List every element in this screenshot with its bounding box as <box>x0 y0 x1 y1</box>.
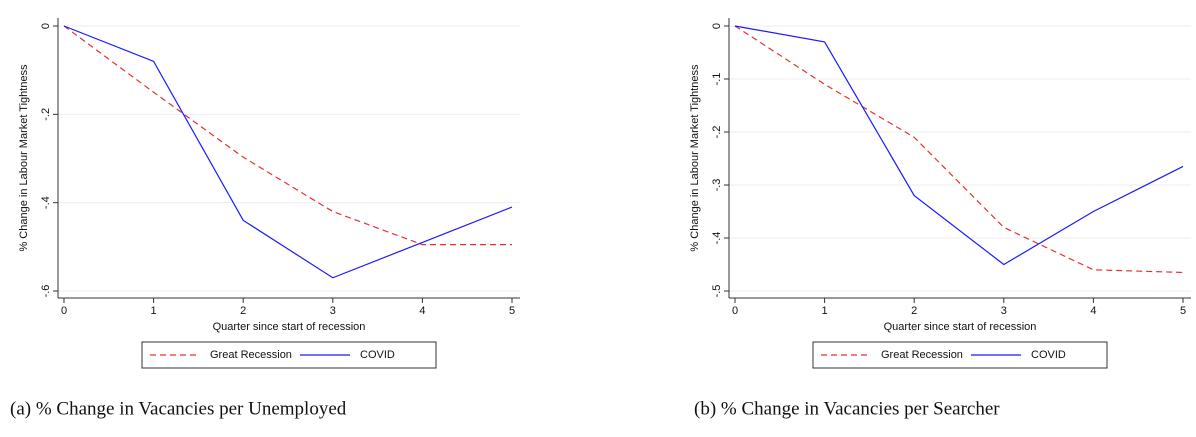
y-tick-label: -.4 <box>711 232 723 245</box>
legend-label: COVID <box>360 349 395 361</box>
y-tick-label: -.2 <box>40 108 52 121</box>
caption: (a) % Change in Vacancies per Unemployed <box>10 398 347 419</box>
y-tick-label: -.2 <box>711 126 723 139</box>
x-tick-label: 0 <box>732 305 738 317</box>
x-tick-label: 4 <box>419 305 425 317</box>
y-axis-title: % Change in Labour Market Tightness <box>18 64 30 252</box>
x-tick-label: 1 <box>151 305 157 317</box>
legend-label: Great Recession <box>210 349 292 361</box>
x-tick-label: 4 <box>1090 305 1096 317</box>
y-tick-label: 0 <box>40 23 52 29</box>
line-series <box>734 25 1184 274</box>
caption: (b) % Change in Vacancies per Searcher <box>694 398 1000 419</box>
y-tick-label: -.5 <box>711 285 723 298</box>
x-axis-title: Quarter since start of recession <box>213 321 366 333</box>
x-tick-label: 1 <box>822 305 828 317</box>
y-tick-label: -.1 <box>711 73 723 86</box>
line-series <box>734 25 1184 266</box>
x-tick-label: 2 <box>240 305 246 317</box>
y-tick-label: -.3 <box>711 179 723 192</box>
legend-label: Great Recession <box>881 349 963 361</box>
x-tick-label: 3 <box>330 305 336 317</box>
line-series <box>63 25 512 246</box>
y-tick-label: -.4 <box>40 196 52 209</box>
x-tick-label: 2 <box>911 305 917 317</box>
x-axis-title: Quarter since start of recession <box>884 321 1037 333</box>
x-tick-label: 5 <box>509 305 515 317</box>
x-tick-label: 0 <box>61 305 67 317</box>
line-series <box>63 25 513 279</box>
x-tick-label: 3 <box>1001 305 1007 317</box>
x-tick-label: 5 <box>1180 305 1186 317</box>
legend-label: COVID <box>1031 349 1066 361</box>
legend-box <box>812 341 1108 369</box>
y-tick-label: 0 <box>711 23 723 29</box>
y-axis-title: % Change in Labour Market Tightness <box>689 64 701 252</box>
y-tick-label: -.6 <box>40 285 52 298</box>
